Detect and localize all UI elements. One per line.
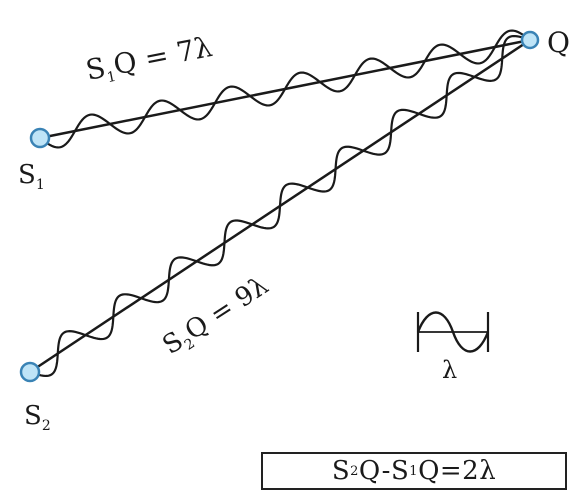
- label-q: Q: [547, 26, 570, 59]
- result-part-1: S: [331, 456, 351, 486]
- result-sub-1: 2: [350, 463, 359, 479]
- result-sub-2: 1: [409, 463, 419, 479]
- wave-s2-q: [29, 34, 531, 378]
- wave-s1-q: [39, 29, 531, 149]
- source-s2-dot: [19, 361, 41, 383]
- path-difference-box: S 2 Q-S 1 Q=2λ: [261, 452, 567, 490]
- label-wavelength: λ: [442, 356, 457, 384]
- source-s1-dot: [29, 127, 51, 149]
- label-path-1: S1Q = 7λ: [83, 30, 215, 90]
- result-part-3: Q=2λ: [418, 456, 497, 486]
- point-q-dot: [520, 30, 540, 50]
- label-path-2: S2Q = 9λ: [157, 271, 275, 364]
- wavelength-legend-icon: [416, 311, 490, 353]
- label-s2: S2: [24, 401, 51, 434]
- label-s1: S1: [18, 160, 45, 193]
- result-part-2: Q-S: [358, 456, 410, 486]
